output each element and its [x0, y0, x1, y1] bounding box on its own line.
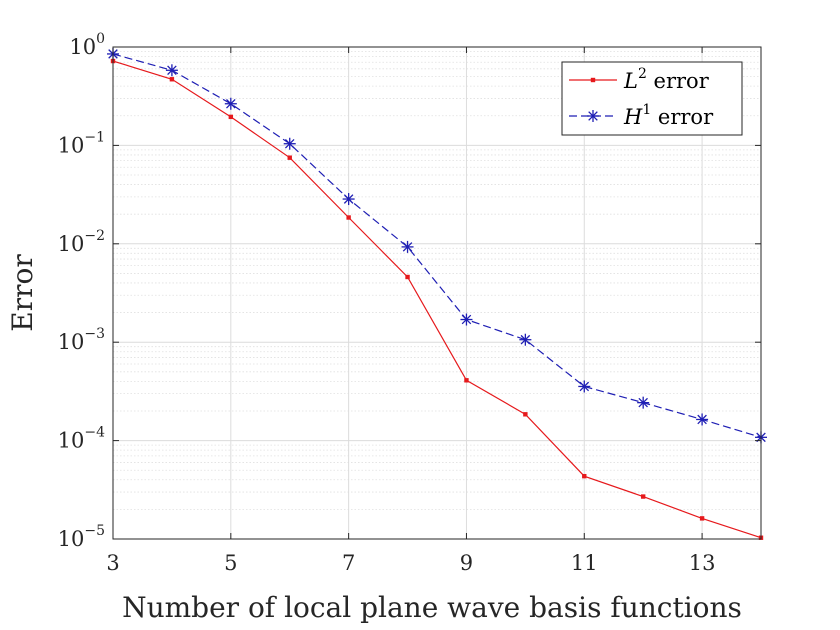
- legend-entry: L2 error: [569, 66, 710, 93]
- data-point: [342, 193, 355, 206]
- y-tick-label: 10−2: [58, 228, 105, 256]
- data-point: [699, 516, 705, 521]
- y-tick-label: 10−1: [58, 129, 105, 157]
- series-line: [112, 60, 762, 539]
- data-point: [401, 240, 414, 253]
- data-point: [464, 378, 469, 383]
- y-axis-title: Error: [6, 254, 39, 332]
- data-point: [578, 380, 591, 393]
- legend-label: H1 error: [623, 102, 714, 129]
- legend-marker: [587, 110, 599, 122]
- y-tick-label: 100: [69, 31, 105, 59]
- series-layer: [107, 47, 767, 540]
- axis-ticks: [112, 46, 761, 540]
- data-point: [224, 97, 237, 110]
- data-point: [460, 313, 473, 326]
- legend-box: [561, 61, 743, 136]
- data-point: [228, 114, 234, 120]
- x-tick-label: 7: [342, 551, 355, 575]
- legend-entry: H1 error: [569, 102, 714, 129]
- tick-labels: 3 5 7 9 11 13 100 10−1 10−2 10−3 10−4 10−5: [58, 31, 716, 575]
- data-point: [287, 155, 292, 160]
- x-tick-label: 3: [106, 551, 119, 575]
- data-point: [696, 413, 709, 426]
- y-tick-label: 10−4: [58, 425, 105, 453]
- x-axis-title: Number of local plane wave basis functio…: [122, 591, 742, 624]
- data-point: [519, 333, 532, 346]
- data-point: [169, 77, 175, 82]
- legend: L2 error H1 error: [561, 61, 743, 136]
- data-point: [582, 473, 587, 479]
- data-point: [405, 274, 410, 280]
- series-h1-error: [107, 47, 767, 444]
- x-tick-label: 9: [460, 551, 473, 575]
- data-point: [523, 412, 528, 417]
- data-point: [165, 64, 178, 77]
- x-tick-label: 13: [689, 551, 716, 575]
- legend-marker: [590, 77, 596, 83]
- data-point: [346, 215, 351, 220]
- y-tick-label: 10−3: [58, 326, 105, 354]
- x-tick-label: 5: [224, 551, 237, 575]
- data-point: [283, 137, 296, 150]
- x-tick-label: 11: [571, 551, 598, 575]
- legend-label: L2 error: [623, 66, 710, 93]
- data-point: [640, 494, 646, 499]
- plot-frame: [112, 46, 762, 540]
- y-tick-label: 10−5: [58, 523, 105, 551]
- series-line: [112, 53, 762, 438]
- data-point: [637, 396, 650, 409]
